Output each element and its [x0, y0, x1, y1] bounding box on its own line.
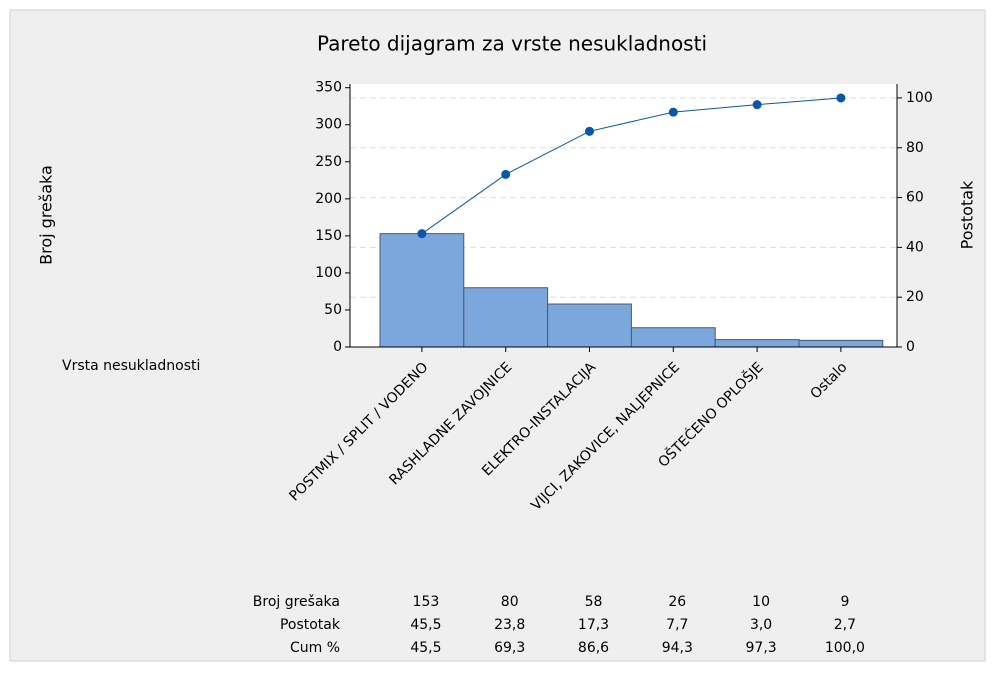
y-tick-label: 250 [315, 154, 342, 170]
x-axis-title: Vrsta nesukladnosti [62, 358, 200, 374]
table-cell: 17,3 [578, 617, 609, 633]
table-cell: 153 [413, 594, 440, 610]
y2-tick-label: 80 [906, 140, 924, 156]
y2-tick-label: 100 [906, 90, 933, 106]
cumulative-point [668, 107, 678, 117]
table-cell: 45,5 [410, 640, 441, 656]
table-cell: 2,7 [834, 617, 856, 633]
table-row-label: Cum % [290, 640, 340, 656]
table-cell: 58 [585, 594, 603, 610]
y-tick-label: 100 [315, 265, 342, 281]
table-cell: 9 [840, 594, 849, 610]
table-cell: 7,7 [666, 617, 688, 633]
y-tick-label: 150 [315, 228, 342, 244]
bar [547, 303, 632, 348]
cumulative-point [417, 229, 427, 239]
y-tick-label: 0 [333, 339, 342, 355]
y2-tick-label: 0 [906, 339, 915, 355]
bar [798, 339, 884, 348]
cumulative-line [421, 97, 841, 235]
chart-title: Pareto dijagram za vrste nesukladnosti [317, 32, 707, 56]
y2-axis-title: Postotak [958, 180, 977, 249]
table-cell: 69,3 [494, 640, 525, 656]
y-axis-title: Broj grešaka [37, 165, 56, 265]
table-cell: 94,3 [662, 640, 693, 656]
y2-tick-label: 60 [906, 190, 924, 206]
table-cell: 100,0 [825, 640, 865, 656]
y-tick-label: 300 [315, 117, 342, 133]
table-cell: 10 [752, 594, 770, 610]
y-tick-label: 200 [315, 191, 342, 207]
table-cell: 3,0 [750, 617, 772, 633]
bar [714, 339, 800, 348]
y-tick-label: 350 [315, 80, 342, 96]
cumulative-point [585, 126, 594, 136]
table-cell: 23,8 [494, 617, 525, 633]
table-cell: 97,3 [746, 640, 777, 656]
table-cell: 86,6 [578, 640, 609, 656]
cumulative-point [836, 93, 846, 103]
y2-tick-label: 40 [906, 239, 924, 255]
bar [379, 233, 465, 348]
table-row-label: Postotak [280, 617, 341, 633]
y2-tick-label: 20 [906, 289, 924, 305]
cumulative-point [752, 100, 762, 110]
table-cell: 45,5 [410, 617, 441, 633]
bar [463, 287, 549, 348]
y-tick-label: 50 [324, 302, 342, 318]
table-row-label: Broj grešaka [253, 594, 340, 610]
cumulative-point [501, 169, 511, 179]
bar [630, 327, 716, 348]
table-cell: 80 [501, 594, 519, 610]
table-cell: 26 [668, 594, 686, 610]
